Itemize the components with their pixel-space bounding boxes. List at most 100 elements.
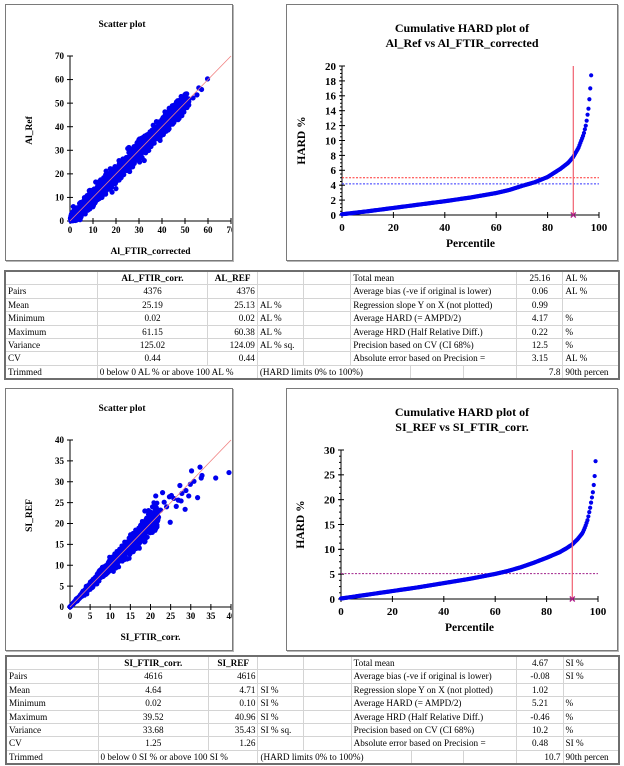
x-tick-label: 20 [146, 611, 156, 621]
table-cell: 25.13 [207, 297, 258, 313]
table-cell: % [562, 723, 620, 738]
table-cell [302, 324, 352, 340]
data-point [122, 157, 128, 163]
table-cell: SI_FTIR_corr. [97, 655, 209, 671]
table-cell: % [562, 696, 620, 711]
table-cell: 25.19 [96, 297, 209, 313]
data-point [94, 581, 100, 587]
table-cell [256, 284, 304, 299]
chart-title-line: Cumulative HARD plot of [395, 21, 530, 35]
table-cell: 0.10 [207, 696, 259, 711]
data-point [186, 493, 192, 499]
si-scatter-chart: Scatter plot 0 5 10 15 20 25 30 35 40 0 5 10 15 20 25 30… [5, 388, 233, 651]
data-point [146, 527, 152, 532]
y-tick-label: 12 [325, 120, 337, 132]
data-point [592, 473, 597, 479]
table-cell: 1.25 [97, 736, 209, 751]
trimmed-row: Trimmed 0 below 0 AL % or above 100 AL %(… [4, 364, 620, 380]
table-cell: 61.15 [96, 324, 209, 340]
y-tick-label: 10 [324, 544, 336, 556]
y-tick-label: 16 [325, 91, 337, 103]
y-tick-label: 70 [55, 51, 65, 61]
data-point [157, 507, 164, 513]
table-row: Mean 4.64 4.71 SI % Regression slope Y on X … [5, 682, 620, 698]
table-cell: SI % [257, 682, 305, 698]
y-tick-label: 6 [331, 165, 337, 177]
data-point [93, 198, 99, 204]
y-tick-label: 10 [55, 560, 65, 570]
table-cell: Mean [5, 682, 99, 698]
x-tick-label: 0 [68, 225, 73, 235]
table-cell: Average HRD (Half Relative Diff.) [350, 324, 518, 340]
data-point [586, 514, 591, 519]
table-cell: 0.48 [516, 736, 564, 751]
data-point [150, 140, 157, 146]
table-cell [303, 723, 352, 738]
table-cell [303, 736, 352, 751]
y-tick-label: 20 [55, 519, 65, 529]
data-point [132, 539, 138, 545]
table-cell: 0.99 [516, 297, 564, 313]
si-scatter-plot: Scatter plot 0 5 10 15 20 25 30 35 40 0 5 10 15 20 25 30… [25, 404, 232, 643]
x-tick-label: 20 [388, 222, 400, 234]
table-cell: SI % [562, 655, 620, 671]
y-tick-label: 50 [55, 98, 65, 108]
data-point [125, 145, 131, 152]
table-cell [5, 655, 99, 671]
data-point [589, 73, 594, 78]
data-point [79, 212, 85, 218]
data-point [128, 535, 134, 541]
chart-title-line: SI_REF vs SI_FTIR_corr. [395, 420, 528, 434]
table-cell: 4.17 [516, 311, 564, 326]
table-cell: SI % sq. [257, 723, 305, 738]
y-tick-label: 20 [324, 495, 336, 507]
data-point [109, 174, 115, 180]
data-point [143, 520, 149, 526]
x-tick-label: 100 [590, 606, 607, 618]
data-point [153, 493, 159, 499]
table-cell: 0.02 [97, 696, 209, 711]
x-tick-label: 40 [227, 611, 233, 621]
table-row: Pairs 4376 4376 Average bias (-ve if origin… [4, 284, 620, 299]
table-cell: 0.44 [207, 351, 258, 366]
data-point [109, 189, 115, 195]
data-point [581, 130, 587, 136]
al-scatter-plot: Scatter plot 0 10 20 30 40 50 60 70 0 10 20 30 40 50 60… [25, 20, 232, 257]
y-tick-label: 15 [324, 519, 336, 531]
al-scatter-chart: Scatter plot 0 10 20 30 40 50 60 70 0 10 20 30 40 50 60… [5, 4, 233, 261]
x-axis-label: Percentile [445, 622, 494, 634]
axes: 0 20 40 60 80 100 0 2 4 6 8 10 12 14 16 18 20 [325, 61, 608, 234]
data-point [90, 578, 95, 584]
data-point [583, 123, 588, 128]
data-point [70, 600, 76, 606]
data-point [132, 150, 138, 156]
table-cell: 0.22 [516, 324, 564, 340]
y-tick-label: 4 [331, 180, 337, 192]
data-point [589, 495, 595, 500]
table-cell: 4.71 [207, 682, 259, 698]
x-tick-label: 15 [126, 611, 136, 621]
table-cell: AL % [256, 311, 304, 326]
x-tick-label: 0 [68, 611, 73, 621]
trimmed-limits: (HARD limits 0% to 100%) [257, 749, 412, 765]
table-cell: AL % [256, 324, 304, 340]
table-cell: Precision based on CV (CI 68%) [350, 723, 518, 738]
table-row: CV 1.25 1.26 Absolute error based on Precis… [5, 736, 620, 751]
trimmed-value: 10.7 [516, 749, 564, 765]
x-tick-label: 80 [542, 222, 554, 234]
table-cell: Minimum [5, 696, 99, 711]
table-cell: 0.02 [207, 311, 258, 326]
axes: 0 5 10 15 20 25 30 35 40 0 5 10 15 20 25 30 35 40 [55, 435, 232, 621]
table-row: Minimum 0.02 0.10 SI % Average HARD (= AMPD/… [5, 696, 620, 711]
data-point [149, 504, 156, 510]
si-stats-table: SI_FTIR_corr. SI_REF Total mean 4.67 SI % Pai… [5, 655, 620, 766]
x-tick-label: 60 [490, 606, 502, 618]
table-cell [303, 709, 352, 725]
data-point [166, 494, 173, 500]
y-tick-label: 2 [331, 195, 337, 207]
data-points [67, 464, 232, 610]
data-point [154, 130, 160, 136]
table-row: Minimum 0.02 0.02 AL % Average HARD (= AMPD/… [4, 311, 620, 326]
data-point [197, 464, 203, 470]
